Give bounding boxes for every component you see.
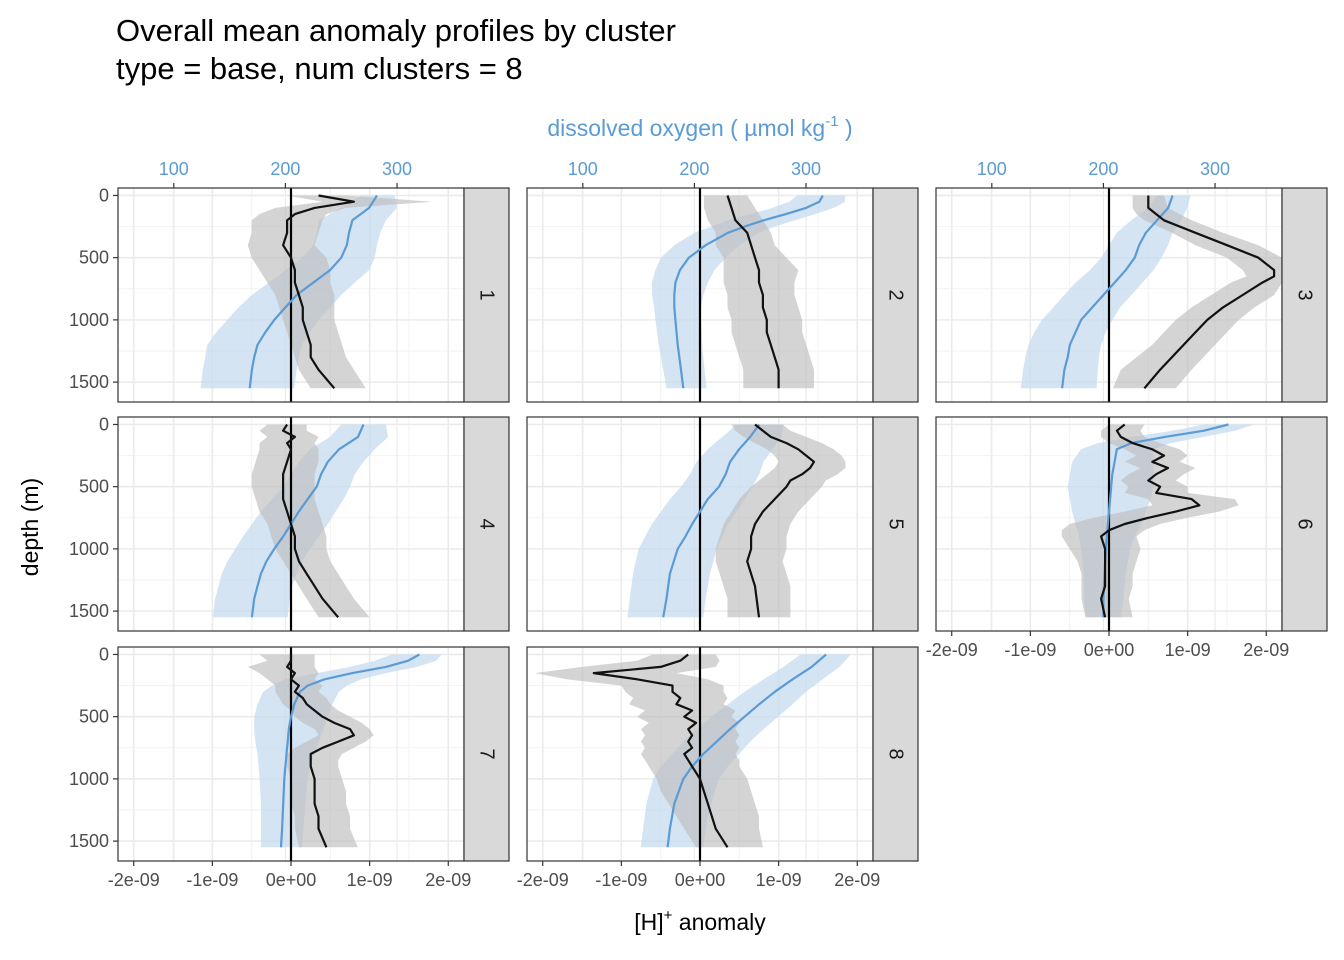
panel-cluster-7: 7: [117, 646, 510, 862]
strip-background: [872, 187, 919, 403]
hplus-mean-line: [1099, 423, 1201, 618]
x-tick-label: 0e+00: [1084, 640, 1135, 660]
strip-background: [1281, 187, 1328, 403]
strip-label: 1: [476, 289, 498, 300]
strip-background: [463, 416, 510, 632]
hplus-mean-line: [592, 653, 729, 848]
x-tick-label: 1e-09: [347, 870, 393, 890]
y-tick-label: 1000: [69, 769, 109, 789]
x-tick-label: -2e-09: [517, 870, 569, 890]
hplus-mean-line: [282, 194, 355, 390]
oxygen-mean-line: [666, 653, 827, 848]
oxygen-mean-line: [1061, 195, 1174, 389]
y-tick-label: 500: [79, 248, 109, 268]
panel-cluster-6: 6: [935, 416, 1328, 632]
x-tick-label: -2e-09: [108, 870, 160, 890]
x-axis-title: [H]+ anomaly: [634, 907, 766, 935]
oxygen-band: [627, 424, 784, 618]
x2-tick-label: 200: [679, 159, 709, 179]
x-tick-label: 2e-09: [1243, 640, 1289, 660]
x-tick-label: -2e-09: [926, 640, 978, 660]
x-tick-label: 0e+00: [675, 870, 726, 890]
hplus-band: [703, 195, 814, 389]
chart-title-line1: Overall mean anomaly profiles by cluster: [116, 13, 676, 48]
x-tick-label: 1e-09: [756, 870, 802, 890]
x-tick-label: 2e-09: [425, 870, 471, 890]
x-tick-label: -1e-09: [1004, 640, 1056, 660]
y-tick-label: 1500: [69, 372, 109, 392]
x2-tick-label: 200: [1088, 159, 1118, 179]
hplus-mean-line: [726, 195, 780, 389]
strip-background: [463, 187, 510, 403]
y-tick-label: 1000: [69, 539, 109, 559]
oxygen-mean-line: [279, 653, 420, 848]
x2-axis-title: dissolved oxygen ( µmol kg-1 ): [547, 113, 852, 141]
x2-tick-label: 300: [1200, 159, 1230, 179]
y-tick-label: 1000: [69, 310, 109, 330]
strip-label: 3: [1294, 289, 1316, 300]
strip-label: 4: [476, 518, 498, 529]
oxygen-mean-line: [673, 194, 824, 389]
y-tick-label: 0: [99, 185, 109, 205]
x2-tick-label: 300: [791, 159, 821, 179]
x2-tick-label: 100: [977, 159, 1007, 179]
hplus-band: [251, 424, 370, 618]
hplus-mean-line: [746, 423, 816, 618]
hplus-mean-line: [286, 654, 355, 848]
hplus-mean-line: [1143, 195, 1276, 390]
y-tick-label: 500: [79, 477, 109, 497]
strip-background: [872, 416, 919, 632]
strip-label: 8: [885, 748, 907, 759]
x2-tick-label: 100: [568, 159, 598, 179]
x2-tick-label: 300: [382, 159, 412, 179]
x-tick-label: 2e-09: [834, 870, 880, 890]
hplus-band: [247, 654, 374, 848]
panel-cluster-8: 8: [526, 646, 919, 862]
oxygen-mean-line: [662, 423, 761, 618]
panel-cluster-4: 4: [117, 416, 510, 632]
x2-tick-label: 100: [159, 159, 189, 179]
y-tick-label: 1500: [69, 831, 109, 851]
chart-title-line2: type = base, num clusters = 8: [116, 51, 523, 86]
oxygen-mean-line: [250, 424, 365, 618]
hplus-mean-line: [282, 423, 340, 619]
strip-label: 7: [476, 748, 498, 759]
strip-label: 5: [885, 518, 907, 529]
facet-panels: 1 2 3 4 5 6 7 8: [117, 187, 1328, 862]
strip-background: [1281, 416, 1328, 632]
y-tick-label: 0: [99, 414, 109, 434]
panel-cluster-1: 1: [117, 187, 510, 403]
hplus-band: [1112, 195, 1282, 389]
y-tick-label: 500: [79, 707, 109, 727]
hplus-band: [715, 424, 846, 618]
y-axis-title: depth (m): [17, 478, 43, 576]
y-tick-label: 0: [99, 644, 109, 664]
panel-cluster-2: 2: [526, 187, 919, 403]
x-tick-label: -1e-09: [186, 870, 238, 890]
strip-background: [872, 646, 919, 862]
hplus-band: [247, 195, 433, 389]
x-tick-label: 1e-09: [1165, 640, 1211, 660]
strip-background: [463, 646, 510, 862]
x-tick-label: -1e-09: [595, 870, 647, 890]
strip-label: 2: [885, 289, 907, 300]
x2-tick-label: 200: [270, 159, 300, 179]
x-tick-label: 0e+00: [266, 870, 317, 890]
strip-label: 6: [1294, 518, 1316, 529]
panel-cluster-3: 3: [935, 187, 1328, 403]
panel-cluster-5: 5: [526, 416, 919, 632]
oxygen-mean-line: [248, 194, 378, 389]
y-tick-label: 1500: [69, 601, 109, 621]
